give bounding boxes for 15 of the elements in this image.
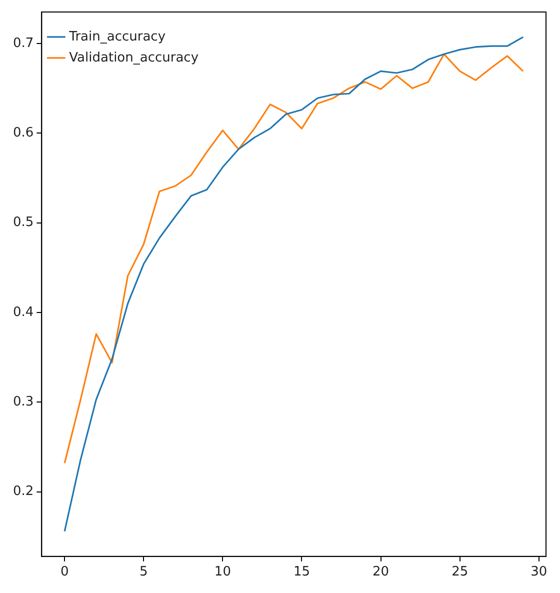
x-tick-label: 30 [530, 564, 548, 580]
x-tick-label: 0 [60, 564, 69, 580]
y-tick-label: 0.2 [12, 484, 34, 500]
x-tick-label: 10 [214, 564, 231, 580]
y-tick-label: 0.4 [12, 304, 34, 320]
y-tick-label: 0.3 [12, 394, 34, 410]
y-tick-label: 0.7 [12, 36, 34, 51]
legend-label: Train_accuracy [68, 29, 166, 44]
x-tick-label: 20 [372, 564, 390, 580]
x-tick-label: 25 [452, 564, 468, 580]
x-tick-label: 5 [140, 564, 148, 580]
legend-label: Validation_accuracy [69, 50, 199, 66]
x-tick-label: 15 [293, 564, 310, 580]
y-tick-label: 0.6 [12, 125, 34, 140]
y-tick-label: 0.5 [12, 215, 34, 230]
